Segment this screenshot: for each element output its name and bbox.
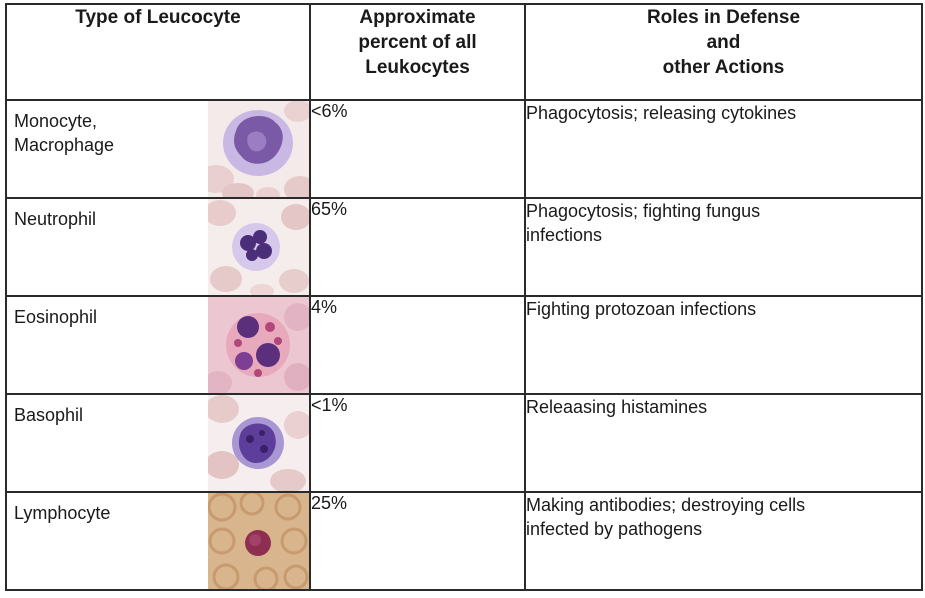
- header-row: Type of Leucocyte Approximate percent of…: [5, 3, 923, 101]
- role-text: Making antibodies; destroying cells infe…: [526, 495, 806, 539]
- leucocyte-table: Type of Leucocyte Approximate percent of…: [5, 3, 923, 591]
- role-cell: Phagocytosis; releasing cytokines: [524, 99, 923, 199]
- header-percent: Approximate percent of all Leukocytes: [309, 3, 526, 101]
- role-cell: Phagocytosis; fighting fungus infections: [524, 197, 923, 297]
- neutrophil-micrograph: [208, 200, 308, 294]
- header-roles: Roles in Defense and other Actions: [524, 3, 923, 101]
- type-cell: Lymphocyte: [5, 491, 311, 591]
- percent-cell: 4%: [309, 295, 526, 395]
- percent-cell: 25%: [309, 491, 526, 591]
- leucocyte-name: Basophil: [14, 405, 84, 425]
- percent-cell: <6%: [309, 99, 526, 199]
- role-text: Phagocytosis; fighting fungus infections: [526, 201, 761, 245]
- percent-cell: <1%: [309, 393, 526, 493]
- header-roles-line-3: other Actions: [662, 57, 785, 78]
- header-percent-line-1: Approximate: [359, 7, 476, 28]
- percent-cell: 65%: [309, 197, 526, 297]
- leucocyte-name: Lymphocyte: [14, 503, 111, 523]
- role-cell: Releaasing histamines: [524, 393, 923, 493]
- header-percent-line-3: Leukocytes: [365, 57, 470, 78]
- table-row: Basophil <1%: [5, 393, 923, 493]
- type-cell: Neutrophil: [5, 197, 311, 297]
- header-percent-line-2: percent of all: [358, 32, 477, 53]
- header-type: Type of Leucocyte: [5, 3, 311, 101]
- table-row: Monocyte, Macrophage <6%: [5, 99, 923, 199]
- table-row: Eosinophil: [5, 295, 923, 395]
- table-row: Lymphocyte: [5, 491, 923, 591]
- leucocyte-name: Monocyte, Macrophage: [14, 111, 115, 155]
- role-text: Releaasing histamines: [526, 397, 708, 417]
- header-roles-line-1: Roles in Defense: [646, 7, 801, 28]
- type-cell: Monocyte, Macrophage: [5, 99, 311, 199]
- basophil-micrograph: [208, 396, 308, 490]
- table-row: Neutrophil: [5, 197, 923, 297]
- header-type-label: Type of Leucocyte: [75, 7, 241, 28]
- leucocyte-name: Neutrophil: [14, 209, 97, 229]
- type-cell: Basophil: [5, 393, 311, 493]
- role-text: Fighting protozoan infections: [526, 299, 757, 319]
- lymphocyte-micrograph: [208, 494, 308, 588]
- role-cell: Making antibodies; destroying cells infe…: [524, 491, 923, 591]
- monocyte-micrograph: [208, 102, 308, 196]
- role-text: Phagocytosis; releasing cytokines: [526, 103, 797, 123]
- eosinophil-micrograph: [208, 298, 308, 392]
- leucocyte-name: Eosinophil: [14, 307, 98, 327]
- type-cell: Eosinophil: [5, 295, 311, 395]
- role-cell: Fighting protozoan infections: [524, 295, 923, 395]
- header-roles-line-2: and: [706, 32, 741, 53]
